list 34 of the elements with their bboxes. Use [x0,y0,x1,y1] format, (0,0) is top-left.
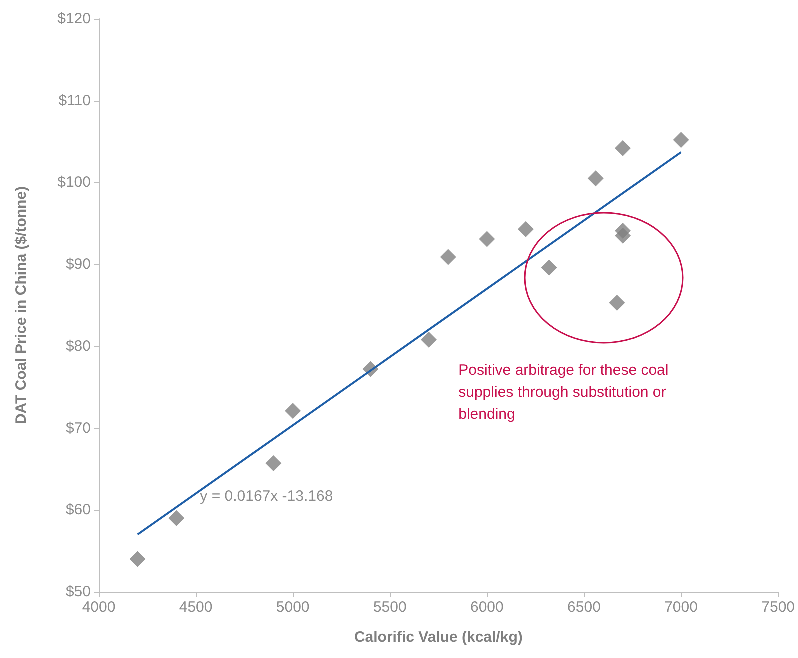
x-axis-title: Calorific Value (kcal/kg) [354,629,523,646]
x-tick-label: 7000 [664,599,698,616]
point [673,132,690,148]
point [541,260,558,276]
y-tick-label: $110 [58,92,91,110]
point [168,510,185,526]
x-tick-label: 6500 [568,599,601,616]
y-tick-label: $90 [66,256,91,274]
x-tick-label: 4000 [82,599,116,616]
x-tick-label: 6000 [470,599,504,616]
point [609,295,626,312]
point [479,231,496,248]
y-tick-label: $100 [58,174,91,192]
point [420,332,437,348]
point [266,455,282,472]
point [588,170,604,187]
y-tick-label: $50 [66,584,91,600]
x-tick-label: 5000 [276,599,310,616]
annotation: Positive arbitrage for these coal supplies through substitution or blending [458,361,670,426]
point [440,249,456,266]
x-tick-label: 7500 [762,599,796,616]
x-tick-label: 5500 [373,599,407,616]
y-tick-label: $120 [58,10,91,28]
y-tick-label: $60 [66,502,91,519]
point [285,403,302,420]
y-tick-label: $70 [66,420,91,437]
x-tick-label: 4500 [179,599,213,616]
point [615,228,632,244]
y-axis-title: DAT Coal Price in China ($/tonne) [13,186,30,425]
point [518,221,534,238]
point [130,551,146,568]
annotation: y = 0.0167x -13.168 [200,488,334,505]
y-tick-label: $80 [66,338,91,355]
point [615,140,632,156]
